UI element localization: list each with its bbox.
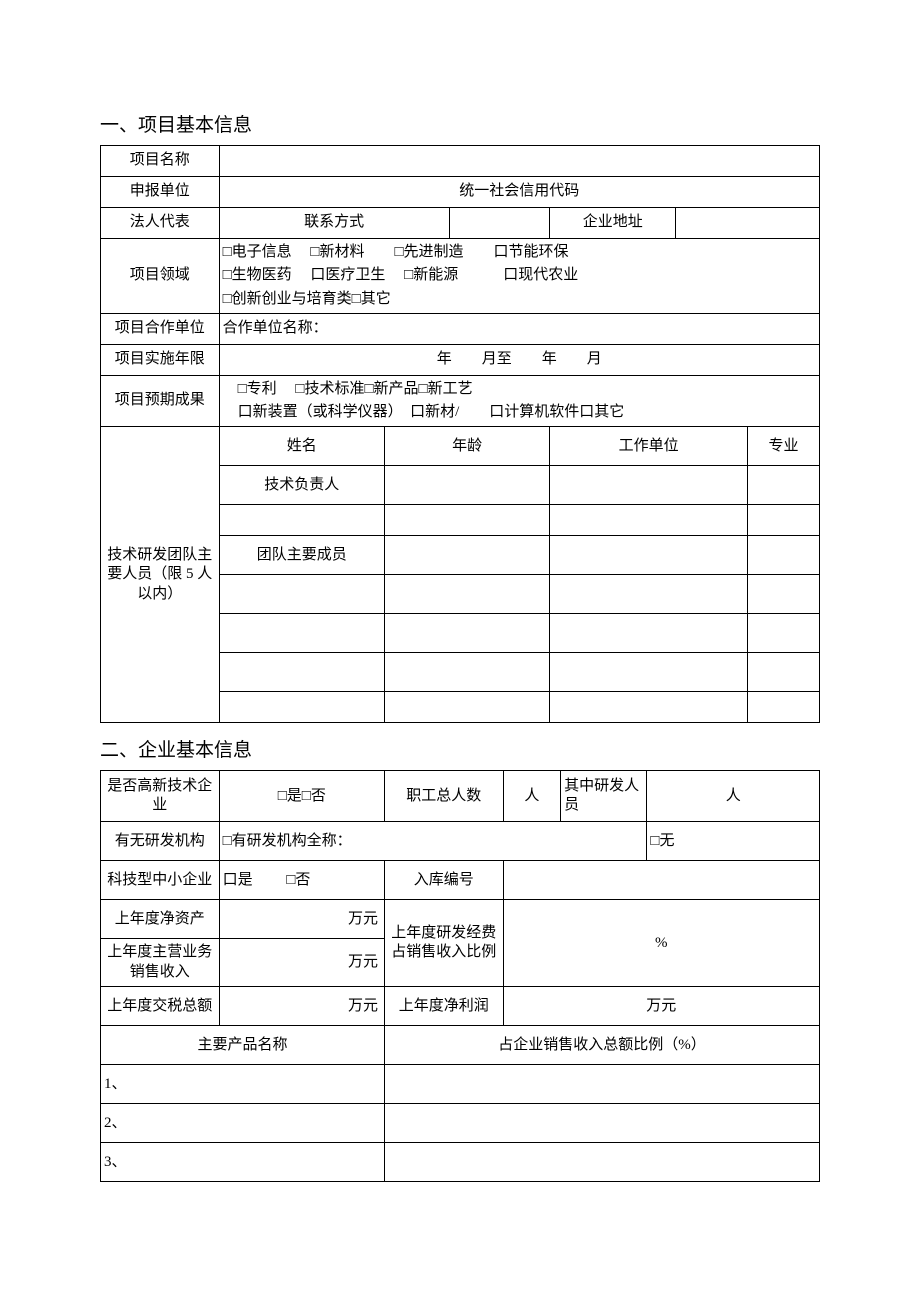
impl-years-label: 项目实施年限	[101, 344, 220, 375]
net-assets-label: 上年度净资产	[101, 900, 220, 939]
team-row-3-unit	[550, 575, 748, 614]
section2-title: 二、企业基本信息	[100, 735, 820, 762]
rd-staff-label: 其中研发人员	[561, 771, 647, 822]
uscc-label: 统一社会信用代码	[219, 177, 819, 208]
col-unit: 工作单位	[550, 427, 748, 466]
impl-years-value: 年 月至 年 月	[219, 344, 819, 375]
product-1-ratio	[384, 1065, 819, 1104]
net-profit-unit: 万元	[503, 987, 819, 1026]
product-name-header: 主要产品名称	[101, 1026, 385, 1065]
rd-org-no: □无	[647, 822, 820, 861]
address-label: 企业地址	[550, 208, 676, 239]
team-row-2-unit	[550, 536, 748, 575]
team-member-label: 团队主要成员	[219, 536, 384, 575]
contact-value	[449, 208, 550, 239]
product-3-ratio	[384, 1143, 819, 1182]
project-name-label: 项目名称	[101, 146, 220, 177]
stock-no-label: 入库编号	[384, 861, 503, 900]
team-row-1-name	[219, 505, 384, 536]
product-3-name: 3、	[101, 1143, 385, 1182]
tech-leader-age	[384, 466, 549, 505]
product-ratio-header: 占企业销售收入总额比例（%）	[384, 1026, 819, 1065]
team-row-4-major	[748, 614, 820, 653]
sme-label: 科技型中小企业	[101, 861, 220, 900]
tech-leader-label: 技术负责人	[219, 466, 384, 505]
team-row-5-unit	[550, 653, 748, 692]
product-2-name: 2、	[101, 1104, 385, 1143]
team-row-3-name	[219, 575, 384, 614]
team-row-2-age	[384, 536, 549, 575]
team-row-5-age	[384, 653, 549, 692]
team-row-3-age	[384, 575, 549, 614]
stock-no-value	[503, 861, 819, 900]
team-row-1-major	[748, 505, 820, 536]
rd-ratio-value: %	[503, 900, 819, 987]
col-age: 年龄	[384, 427, 549, 466]
tax-total-label: 上年度交税总额	[101, 987, 220, 1026]
team-row-2-major	[748, 536, 820, 575]
expected-options: □专利 □技术标准□新产品□新工艺 口新装置（或科学仪器） 口新材/ 口计算机软…	[219, 375, 819, 427]
team-row-4-unit	[550, 614, 748, 653]
team-row-6-name	[219, 692, 384, 723]
expected-label: 项目预期成果	[101, 375, 220, 427]
rd-ratio-label: 上年度研发经费占销售收入比例	[384, 900, 503, 987]
team-label: 技术研发团队主要人员（限 5 人以内）	[101, 427, 220, 723]
tax-total-unit: 万元	[219, 987, 384, 1026]
team-row-4-name	[219, 614, 384, 653]
net-profit-label: 上年度净利润	[384, 987, 503, 1026]
legal-rep-label: 法人代表	[101, 208, 220, 239]
partner-value: 合作单位名称：	[219, 313, 819, 344]
domain-options: □电子信息 □新材料 □先进制造 口节能环保 □生物医药 口医疗卫生 □新能源 …	[219, 239, 819, 314]
applicant-unit-label: 申报单位	[101, 177, 220, 208]
partner-label: 项目合作单位	[101, 313, 220, 344]
staff-total-unit: 人	[503, 771, 561, 822]
project-info-table: 项目名称 申报单位 统一社会信用代码 法人代表 联系方式 企业地址 项目领域 □…	[100, 145, 820, 723]
team-row-4-age	[384, 614, 549, 653]
team-row-3-major	[748, 575, 820, 614]
contact-label: 联系方式	[219, 208, 449, 239]
domain-label: 项目领域	[101, 239, 220, 314]
tech-leader-unit	[550, 466, 748, 505]
team-row-6-major	[748, 692, 820, 723]
rd-staff-unit: 人	[647, 771, 820, 822]
section1-title: 一、项目基本信息	[100, 110, 820, 137]
col-major: 专业	[748, 427, 820, 466]
product-2-ratio	[384, 1104, 819, 1143]
team-row-6-unit	[550, 692, 748, 723]
product-1-name: 1、	[101, 1065, 385, 1104]
staff-total-label: 职工总人数	[384, 771, 503, 822]
hitech-label: 是否高新技术企业	[101, 771, 220, 822]
hitech-yesno: □是□否	[219, 771, 384, 822]
project-name-value	[219, 146, 819, 177]
main-income-unit: 万元	[219, 939, 384, 987]
enterprise-info-table: 是否高新技术企业 □是□否 职工总人数 人 其中研发人员 人 有无研发机构 □有…	[100, 770, 820, 1182]
team-row-5-name	[219, 653, 384, 692]
team-row-5-major	[748, 653, 820, 692]
address-value	[676, 208, 820, 239]
col-name: 姓名	[219, 427, 384, 466]
tech-leader-major	[748, 466, 820, 505]
rd-org-yes: □有研发机构全称：	[219, 822, 647, 861]
net-assets-unit: 万元	[219, 900, 384, 939]
team-row-6-age	[384, 692, 549, 723]
team-row-1-age	[384, 505, 549, 536]
rd-org-label: 有无研发机构	[101, 822, 220, 861]
sme-yesno: 口是 □否	[219, 861, 384, 900]
main-income-label: 上年度主营业务销售收入	[101, 939, 220, 987]
team-row-1-unit	[550, 505, 748, 536]
